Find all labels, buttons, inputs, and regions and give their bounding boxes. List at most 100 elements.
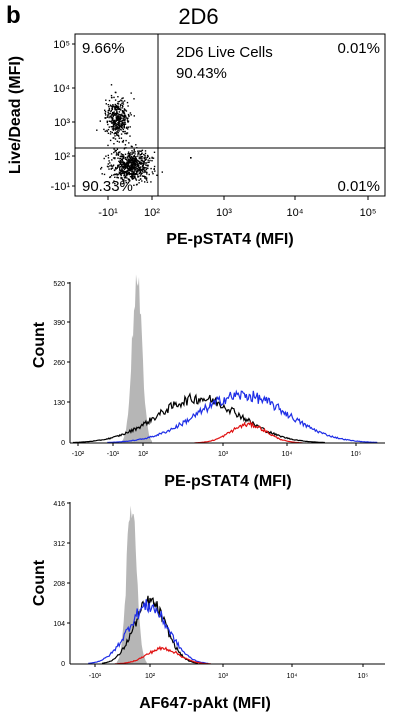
scatter-event-dot (117, 121, 120, 124)
scatter-event-dot (122, 172, 124, 174)
x-tick-label: 10⁵ (360, 207, 377, 219)
scatter-event-dot (121, 183, 123, 185)
scatter-event-dot (122, 167, 125, 169)
scatter-event-dot (115, 133, 118, 135)
scatter-event-dot (136, 167, 139, 170)
scatter-event-dot (110, 116, 112, 118)
scatter-event-dot (121, 159, 124, 162)
hist2-y-axis-title: Count (31, 559, 48, 606)
scatter-event-dot (120, 99, 122, 101)
scatter-event-dot (126, 119, 129, 121)
scatter-event-dot (119, 128, 121, 130)
y-tick-label: 312 (53, 541, 65, 548)
scatter-event-dot (134, 159, 137, 161)
scatter-event-dot (146, 167, 148, 169)
scatter-event-dot (145, 162, 148, 164)
scatter-event-dot (120, 133, 123, 135)
scatter-event-dot (119, 117, 122, 120)
scatter-event-dot (128, 167, 130, 169)
scatter-event-dot (117, 105, 119, 107)
y-tick-label: 520 (53, 281, 65, 288)
scatter-event-dot (119, 155, 121, 158)
hist1-x-ticks: -10² -10¹ 10² 10³ 10⁴ 10⁵ (72, 443, 361, 458)
scatter-event-dot (110, 153, 113, 155)
scatter-event-dot (154, 170, 156, 172)
scatter-event-dot (142, 166, 145, 169)
scatter-event-dot (125, 132, 128, 135)
scatter-event-dot (133, 174, 135, 176)
scatter-event-dot (111, 96, 113, 99)
scatter-event-dot (109, 176, 111, 179)
y-tick-label: 10² (54, 151, 70, 163)
histogram-filled-series (116, 505, 147, 664)
scatter-event-dot (113, 180, 115, 182)
scatter-event-dot (123, 173, 125, 175)
scatter-event-dot (119, 151, 121, 153)
scatter-event-dot (130, 152, 132, 154)
scatter-event-dot (126, 166, 128, 168)
scatter-event-dot (134, 165, 136, 167)
scatter-event-dot (111, 126, 113, 128)
scatter-event-dot (135, 155, 137, 158)
scatter-event-dot (107, 111, 109, 114)
scatter-event-dot (119, 119, 121, 121)
scatter-y-ticks: 10⁵ 10⁴ 10³ 10² -10¹ (50, 39, 75, 193)
scatter-event-dot (116, 176, 119, 178)
scatter-event-dot (124, 144, 127, 146)
scatter-event-dot (132, 170, 134, 172)
scatter-event-dot (113, 125, 115, 127)
scatter-event-dot (135, 163, 137, 166)
scatter-event-dot (114, 99, 117, 101)
scatter-event-dot (116, 106, 118, 109)
y-tick-label: 10⁵ (53, 39, 70, 51)
scatter-event-dot (140, 163, 142, 165)
scatter-event-dot (115, 104, 118, 107)
scatter-event-dot (128, 165, 130, 167)
x-tick-label: -10¹ (107, 451, 120, 458)
scatter-event-dot (139, 170, 142, 173)
scatter-event-dot (106, 120, 108, 122)
scatter-event-dot (144, 159, 146, 161)
scatter-event-dot (107, 154, 109, 157)
scatter-event-dot (130, 170, 132, 172)
histogram-line-series (194, 420, 303, 444)
scatter-event-dot (131, 157, 134, 159)
scatter-event-dot (116, 134, 118, 136)
scatter-event-dot (146, 154, 149, 157)
scatter-event-dot (113, 112, 115, 114)
scatter-event-dot (127, 164, 129, 167)
x-tick-label: -10¹ (98, 207, 118, 219)
scatter-event-dot (133, 155, 135, 157)
scatter-event-dot (127, 120, 130, 122)
scatter-event-dot (111, 167, 114, 169)
scatter-event-dot (124, 166, 127, 168)
scatter-event-dot (112, 165, 114, 167)
scatter-event-dot (119, 126, 121, 128)
scatter-event-dot (108, 106, 110, 108)
scatter-event-dot (132, 172, 134, 174)
scatter-event-dot (141, 165, 144, 167)
x-tick-label: 10² (138, 451, 149, 458)
scatter-event-dot (114, 150, 116, 153)
scatter-event-dot (127, 169, 130, 171)
scatter-event-dot (127, 155, 130, 157)
scatter-event-dot (119, 161, 121, 163)
scatter-event-dot (117, 113, 119, 115)
scatter-event-dot (106, 116, 109, 118)
scatter-event-dot (133, 158, 135, 160)
scatter-event-dot (134, 169, 136, 171)
scatter-event-dot (110, 84, 113, 86)
scatter-event-dot (121, 119, 124, 122)
scatter-event-dot (134, 159, 136, 162)
scatter-event-dot (146, 156, 149, 159)
scatter-event-dot (112, 128, 114, 130)
scatter-event-dot (121, 97, 123, 100)
scatter-event-dot (124, 171, 126, 174)
scatter-event-dot (117, 154, 119, 156)
scatter-event-dot (121, 122, 123, 124)
scatter-event-dot (132, 152, 134, 154)
scatter-event-dot (116, 117, 119, 120)
scatter-event-dot (141, 162, 143, 164)
scatter-event-dot (140, 157, 142, 159)
scatter-event-dot (114, 176, 116, 178)
